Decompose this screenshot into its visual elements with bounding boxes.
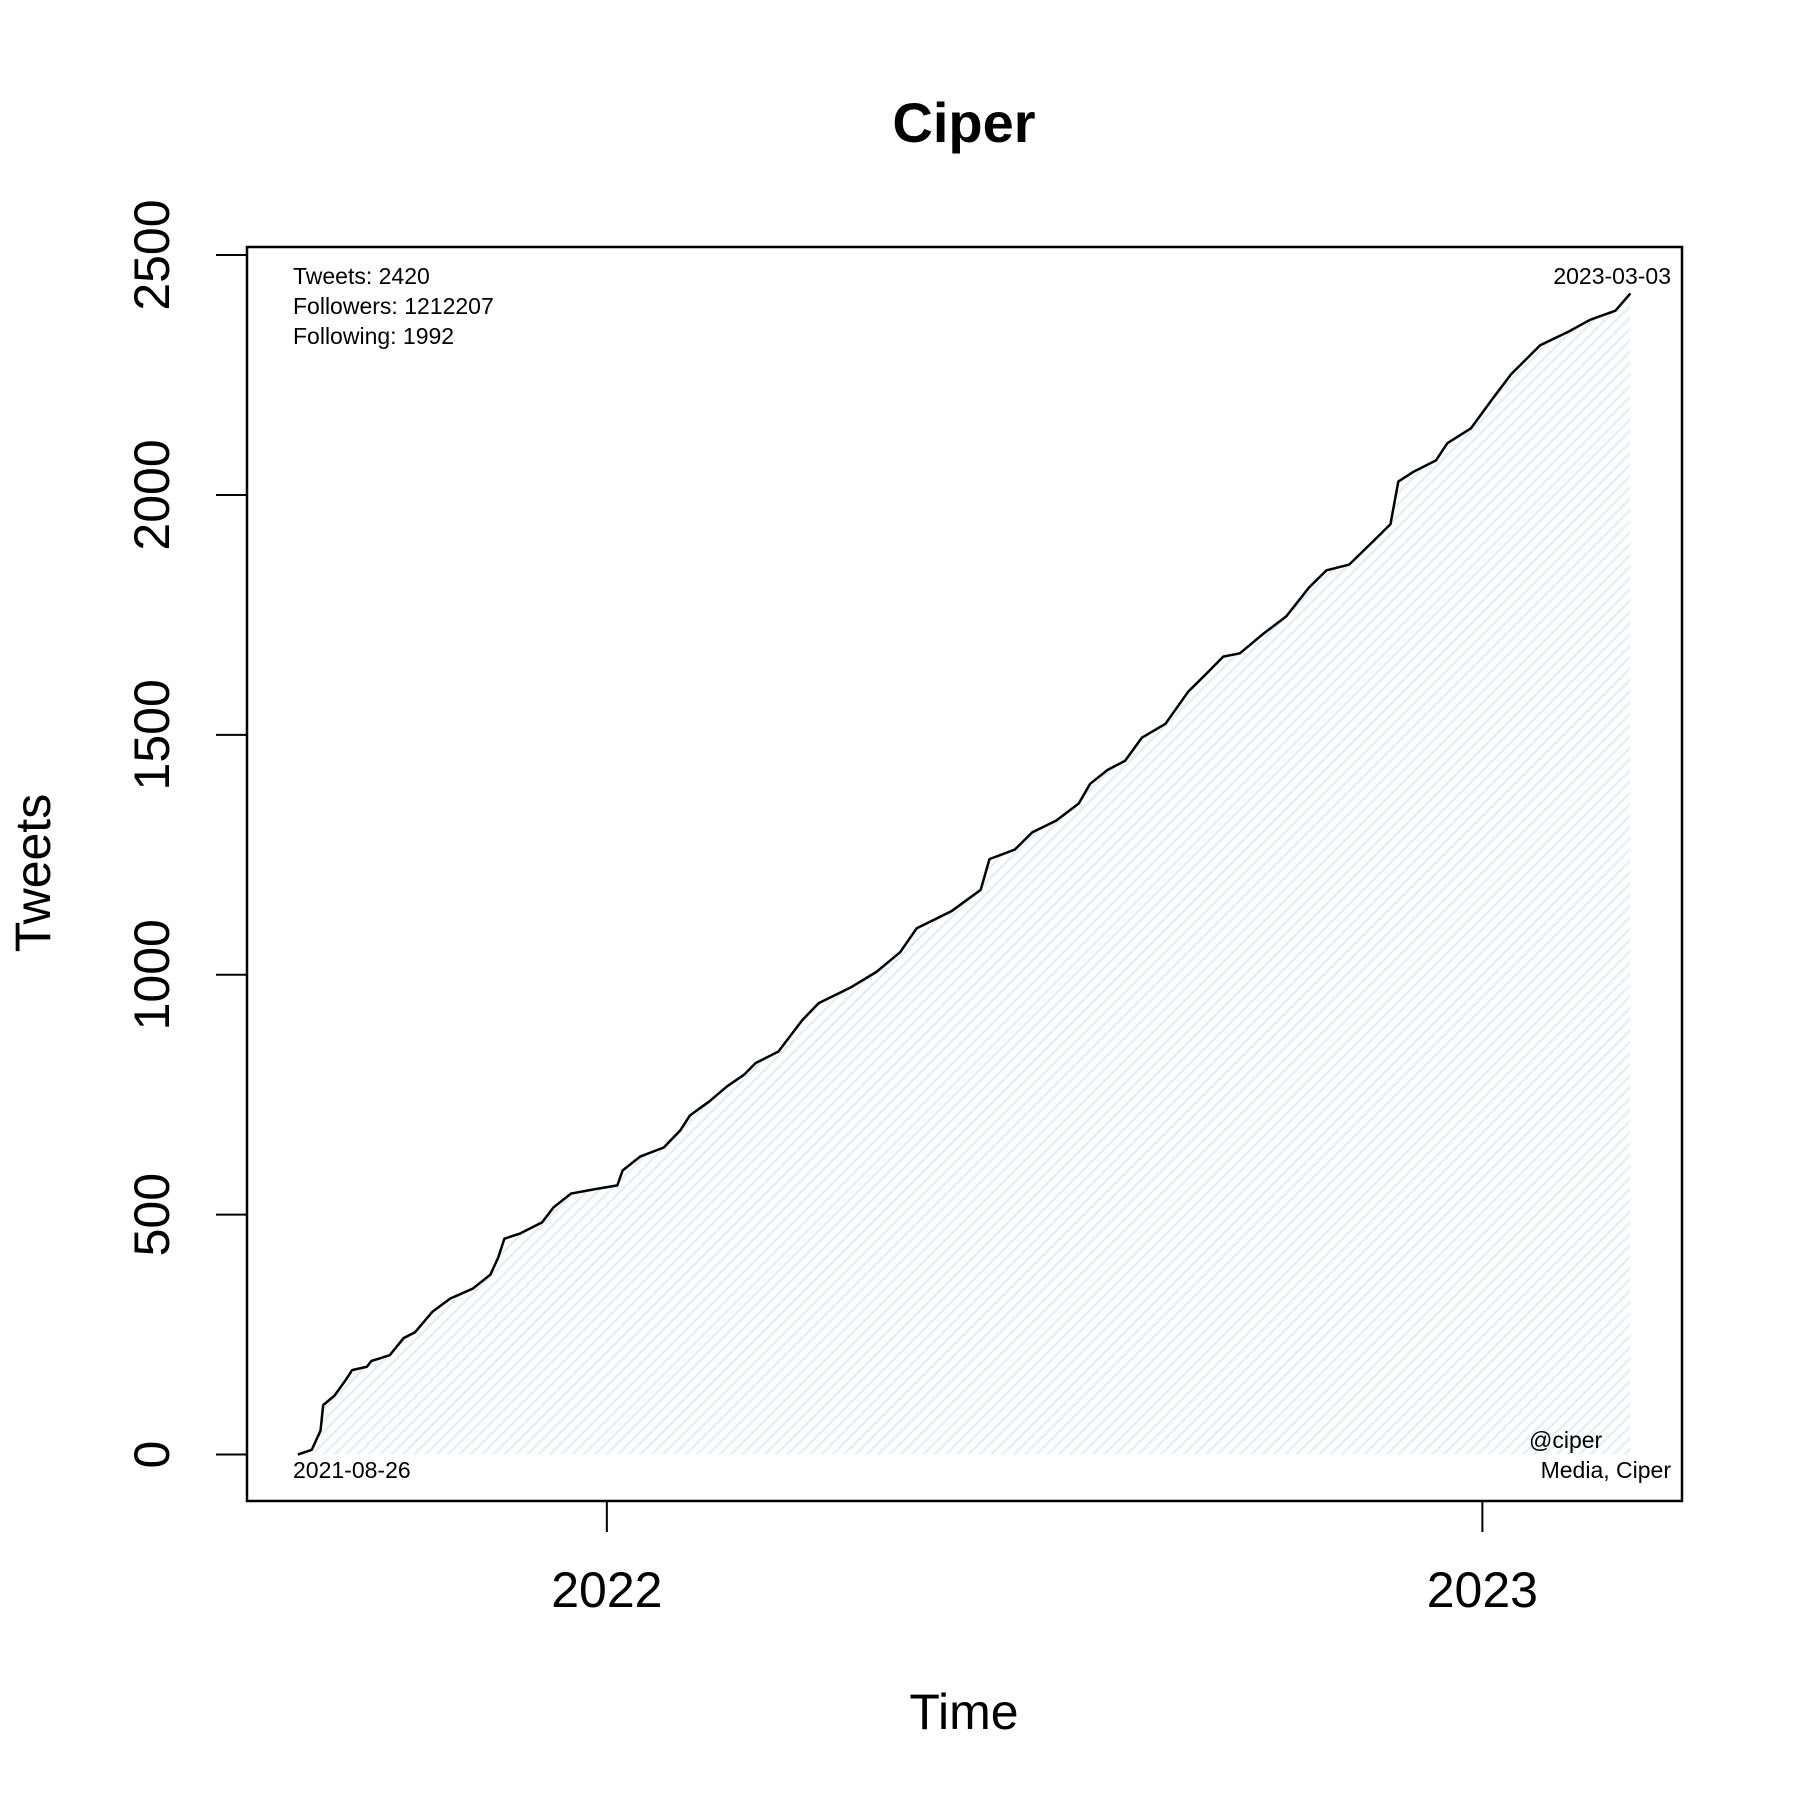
y-tick-label: 2500	[124, 199, 180, 310]
series-area	[297, 293, 1631, 1455]
annotation: Followers: 1212207	[293, 293, 494, 319]
x-tick-label: 2022	[551, 1562, 662, 1618]
series-line	[297, 292, 1632, 1456]
annotation: 2021-08-26	[293, 1457, 411, 1483]
y-tick-label: 500	[124, 1173, 180, 1256]
plot-frame	[245, 245, 1684, 1503]
x-axis-title: Time	[909, 1684, 1018, 1740]
annotation: Following: 1992	[293, 323, 454, 349]
y-tick-label: 1500	[124, 679, 180, 790]
annotation: 2023-03-03	[1553, 263, 1671, 289]
annotation: Media, Ciper	[1541, 1457, 1672, 1483]
y-tick-label: 0	[124, 1441, 180, 1469]
chart-title: Ciper	[892, 91, 1035, 154]
y-tick-label: 2000	[124, 439, 180, 550]
annotation: @ciper	[1529, 1427, 1603, 1453]
annotation: Tweets: 2420	[293, 263, 430, 289]
y-tick-label: 1000	[124, 919, 180, 1030]
x-tick-label: 2023	[1427, 1562, 1538, 1618]
y-axis-title: Tweets	[5, 794, 61, 952]
